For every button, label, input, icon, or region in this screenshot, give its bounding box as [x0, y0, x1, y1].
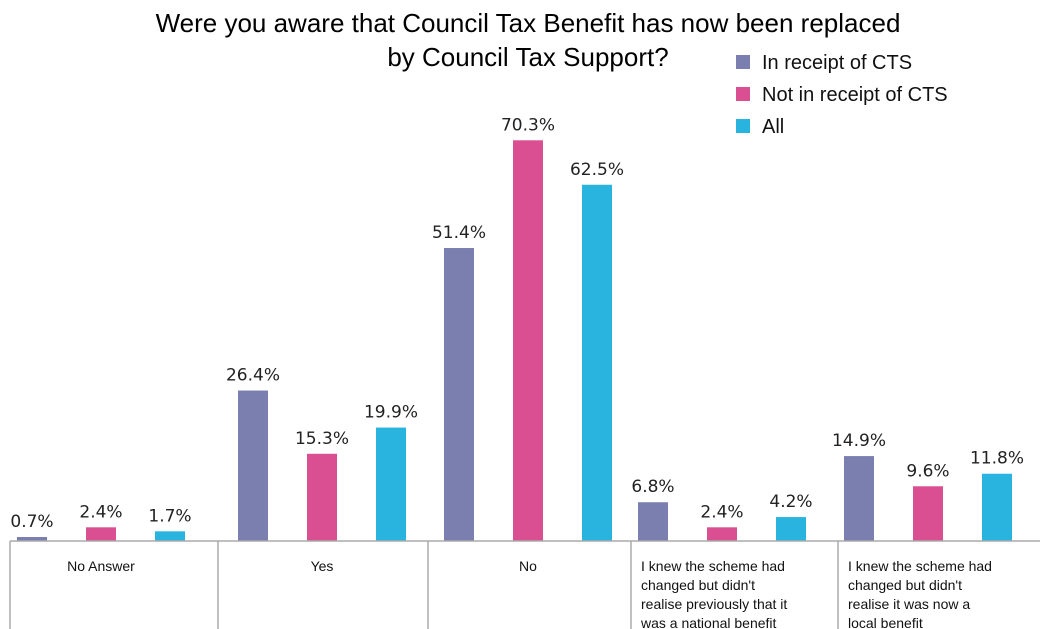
category-label-4-line-3: realise previously that it [641, 596, 787, 612]
bar-3-1 [155, 531, 185, 541]
value-label-1-3: 51.4% [432, 223, 486, 243]
bar-2-3 [513, 140, 543, 542]
category-label-5-line-2: changed but didn't [848, 577, 962, 593]
category-label-2-line-1: Yes [311, 558, 334, 574]
legend-swatch-1 [736, 55, 750, 69]
x-axis [9, 540, 1040, 629]
value-labels: 0.7% 26.4% 51.4% 6.8% 14.9% 2.4% 15.3% 70.3% 2.4… [10, 115, 1024, 532]
bars [17, 140, 1012, 542]
category-label-4-line-2: changed but didn't [641, 577, 755, 593]
legend: In receipt of CTS Not in receipt of CTS Al… [736, 52, 948, 138]
bar-3-4 [776, 517, 806, 541]
category-label-5-line-1: I knew the scheme had [848, 558, 992, 574]
value-label-2-3: 70.3% [501, 115, 555, 135]
value-label-2-1: 2.4% [79, 502, 122, 522]
bar-1-4 [638, 502, 668, 541]
category-label-4-line-4: was a national benefit [640, 615, 777, 629]
bar-1-1 [17, 537, 47, 541]
bar-2-1 [86, 527, 116, 541]
value-label-1-4: 6.8% [631, 477, 674, 497]
legend-swatch-2 [736, 87, 750, 101]
category-label-1-line-1: No Answer [67, 558, 135, 574]
value-label-1-5: 14.9% [832, 431, 886, 451]
category-labels: No Answer Yes No I knew the scheme had chang… [67, 558, 992, 629]
bar-1-3 [444, 248, 474, 541]
value-label-2-5: 9.6% [906, 461, 949, 481]
legend-label-3: All [762, 116, 784, 138]
bar-3-3 [582, 184, 612, 541]
legend-label-1: In receipt of CTS [762, 52, 912, 74]
bar-2-5 [913, 486, 943, 541]
value-label-3-2: 19.9% [364, 403, 418, 423]
value-label-3-1: 1.7% [148, 506, 191, 526]
value-label-3-3: 62.5% [570, 160, 624, 180]
category-label-4-line-1: I knew the scheme had [641, 558, 785, 574]
value-label-3-5: 11.8% [970, 449, 1024, 469]
bar-1-2 [238, 390, 268, 541]
category-label-3-line-1: No [519, 558, 537, 574]
value-label-1-2: 26.4% [226, 366, 280, 386]
chart-title: Were you aware that Council Tax Benefit … [156, 8, 901, 72]
bar-2-4 [707, 527, 737, 541]
bar-3-5 [982, 473, 1012, 541]
bar-1-5 [844, 456, 874, 541]
legend-label-2: Not in receipt of CTS [762, 84, 948, 106]
value-label-1-1: 0.7% [10, 512, 53, 532]
bar-3-2 [376, 427, 406, 541]
chart-title-line-1: Were you aware that Council Tax Benefit … [156, 8, 901, 38]
legend-swatch-3 [736, 119, 750, 133]
chart-title-line-2: by Council Tax Support? [387, 42, 668, 72]
category-label-5-line-3: realise it was now a [848, 596, 970, 612]
value-label-2-4: 2.4% [700, 502, 743, 522]
value-label-2-2: 15.3% [295, 429, 349, 449]
value-label-3-4: 4.2% [769, 492, 812, 512]
category-label-5-line-4: local benefit [848, 615, 923, 629]
bar-2-2 [307, 453, 337, 541]
